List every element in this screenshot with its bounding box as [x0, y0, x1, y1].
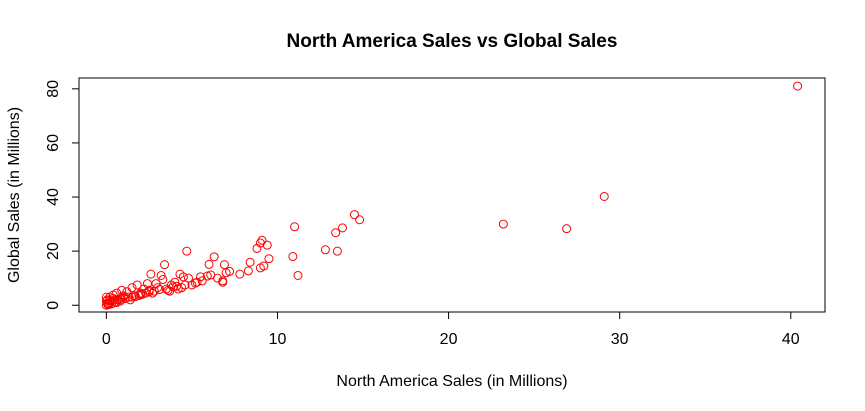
x-axis-label: North America Sales (in Millions) [336, 373, 567, 390]
data-point [144, 285, 154, 295]
y-tick-label: 60 [45, 134, 62, 152]
plot-frame [78, 77, 826, 313]
chart-title: North America Sales vs Global Sales [287, 31, 618, 52]
data-point [124, 292, 134, 302]
data-point [243, 266, 253, 276]
data-point [219, 260, 229, 270]
data-point [213, 273, 223, 283]
data-point [332, 246, 342, 256]
data-point [257, 235, 267, 245]
x-tick-label: 10 [269, 331, 287, 348]
y-tick-label: 0 [45, 301, 62, 310]
data-point [264, 254, 274, 264]
data-point [102, 298, 112, 308]
data-point [197, 276, 207, 286]
data-point [290, 222, 300, 232]
data-point [118, 291, 128, 301]
data-point [192, 277, 202, 287]
data-point [793, 81, 803, 91]
data-point [154, 285, 164, 295]
data-point [156, 270, 166, 280]
x-tick-label: 30 [611, 331, 629, 348]
data-point [252, 243, 262, 253]
x-tick-label: 40 [782, 331, 800, 348]
data-point [136, 288, 146, 298]
data-point [204, 259, 214, 269]
data-point [180, 280, 190, 290]
data-point [221, 268, 231, 278]
data-point [331, 228, 341, 238]
y-tick-label: 80 [45, 80, 62, 98]
data-points [101, 81, 803, 310]
data-point [355, 215, 365, 225]
data-point [245, 257, 255, 267]
data-point [173, 284, 183, 294]
data-point [168, 282, 178, 292]
y-axis-label: Global Sales (in Millions) [6, 107, 23, 283]
data-point [262, 240, 272, 250]
data-point [172, 281, 182, 291]
data-point [218, 276, 228, 286]
x-tick-label: 20 [440, 331, 458, 348]
data-point [158, 275, 168, 285]
data-point [320, 245, 330, 255]
data-point [562, 224, 572, 234]
data-point [293, 270, 303, 280]
data-point [149, 286, 159, 296]
data-point [498, 219, 508, 229]
data-point [288, 252, 298, 262]
data-point [146, 269, 156, 279]
data-point [190, 278, 200, 288]
y-tick-label: 40 [45, 188, 62, 206]
x-axis: 0 10 20 30 40 [102, 311, 800, 348]
data-point [349, 210, 359, 220]
y-tick-label: 20 [45, 242, 62, 260]
data-point [599, 191, 609, 201]
data-point [104, 299, 114, 309]
data-point [182, 246, 192, 256]
data-point [255, 263, 265, 273]
x-tick-label: 0 [102, 331, 111, 348]
data-point [132, 280, 142, 290]
data-point [235, 269, 245, 279]
data-point [209, 252, 219, 262]
data-point [127, 292, 137, 302]
data-point [337, 223, 347, 233]
data-point [160, 260, 170, 270]
y-axis: 0 20 40 60 80 [45, 80, 80, 310]
data-point [125, 295, 135, 305]
